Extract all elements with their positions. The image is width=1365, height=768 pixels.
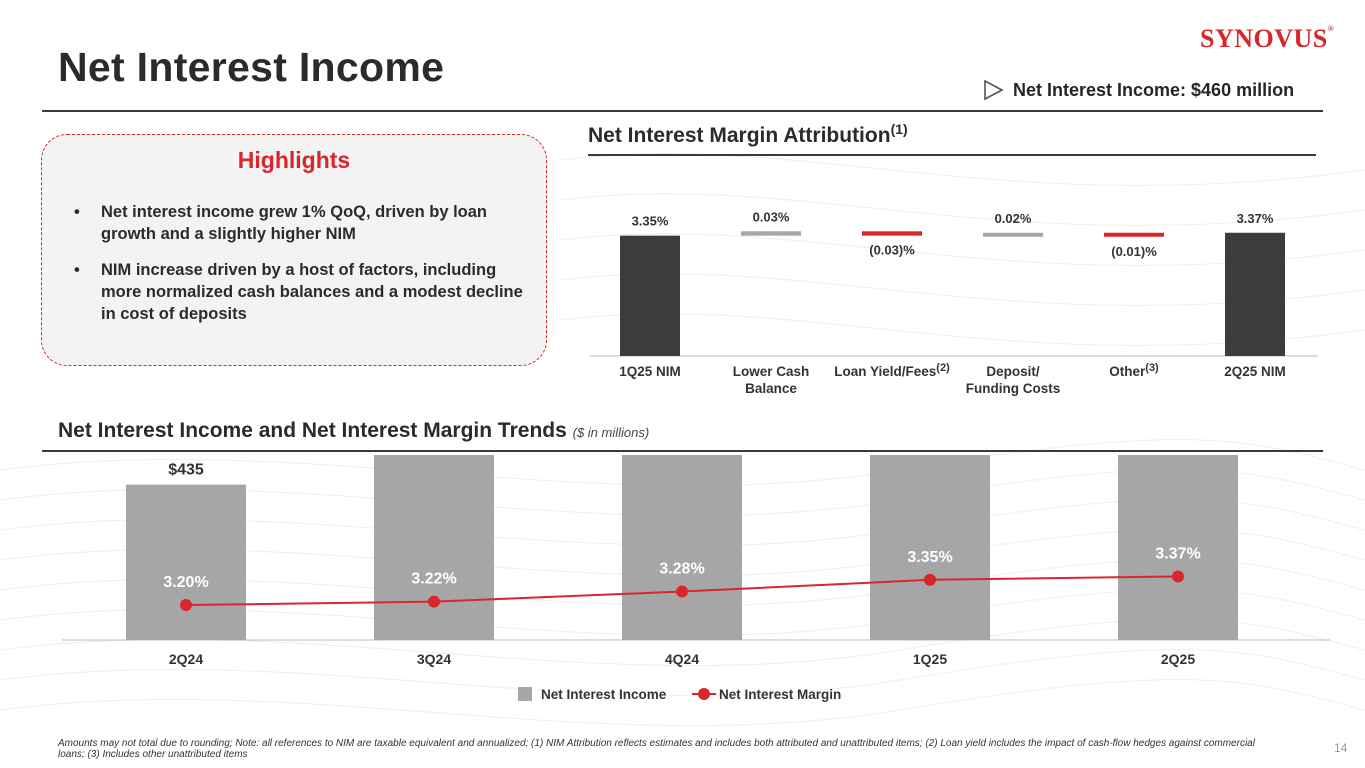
- waterfall-category-label: Funding Costs: [966, 381, 1061, 396]
- highlights-box: Highlights • Net interest income grew 1% …: [41, 134, 547, 366]
- x-tick-label: 1Q25: [913, 651, 947, 667]
- nim-point: [924, 573, 936, 586]
- waterfall-bar: [1225, 232, 1285, 356]
- nii-callout: Net Interest Income: $460 million: [983, 79, 1294, 101]
- nii-bar: [126, 484, 246, 640]
- nii-bar: [622, 455, 742, 640]
- company-logo: SYNOVUS®: [1200, 24, 1335, 53]
- nim-divider: [588, 154, 1316, 156]
- legend-nii-label: Net Interest Income: [541, 687, 667, 702]
- waterfall-bar: [862, 231, 922, 236]
- nim-data-label: 3.22%: [411, 571, 456, 588]
- waterfall-bar: [1104, 232, 1164, 237]
- nim-attribution-chart: 3.35% 1Q25 NIM 0.03% Lower Cash Balance (0.03…: [590, 209, 1318, 396]
- trends-divider: [42, 450, 1323, 452]
- nii-bar: [374, 455, 494, 640]
- nim-point: [180, 599, 192, 611]
- waterfall-data-label: (0.01)%: [1111, 244, 1157, 259]
- waterfall-bar: [620, 235, 680, 356]
- play-triangle-icon: [984, 79, 1004, 101]
- nim-data-label: 3.28%: [659, 561, 704, 578]
- bullet-icon: •: [74, 261, 80, 279]
- nii-bar: [870, 455, 990, 640]
- highlights-list: • Net interest income grew 1% QoQ, driven…: [74, 201, 534, 339]
- trends-title: Net Interest Income and Net Interest Mar…: [58, 419, 650, 442]
- x-tick-label: 2Q25: [1161, 651, 1195, 667]
- waterfall-category-label: Deposit/: [986, 364, 1040, 379]
- waterfall-category-label: Lower Cash: [733, 364, 810, 379]
- nii-bar: [1118, 455, 1238, 640]
- waterfall-category-label: 2Q25 NIM: [1224, 364, 1286, 379]
- waterfall-category-label: 1Q25 NIM: [619, 364, 681, 379]
- waterfall-bar: [741, 231, 801, 236]
- highlight-item: • Net interest income grew 1% QoQ, driven…: [74, 203, 488, 243]
- legend-bar-swatch: [518, 687, 532, 701]
- nim-point: [1172, 570, 1184, 583]
- nim-data-label: 3.20%: [163, 574, 208, 591]
- waterfall-data-label: 3.37%: [1237, 211, 1274, 226]
- waterfall-data-label: 3.35%: [632, 214, 669, 229]
- waterfall-data-label: 0.02%: [995, 211, 1032, 226]
- footnote: Amounts may not total due to rounding; N…: [58, 738, 1255, 760]
- nim-point: [428, 595, 440, 608]
- x-tick-label: 3Q24: [417, 651, 451, 667]
- waterfall-category-label: Loan Yield/Fees(2): [834, 362, 950, 379]
- page-number: 14: [1334, 741, 1348, 755]
- callout-text: Net Interest Income: $460 million: [1013, 79, 1295, 100]
- highlights-title: Highlights: [237, 147, 351, 173]
- nii-data-label: $435: [168, 462, 204, 479]
- page-title: Net Interest Income: [58, 44, 445, 90]
- legend-line-marker: [698, 688, 710, 700]
- legend-nim-label: Net Interest Margin: [719, 687, 841, 702]
- waterfall-bar: [983, 232, 1043, 237]
- nim-attribution-title: Net Interest Margin Attribution(1): [588, 121, 908, 147]
- nii-nim-trend-chart: $4352Q24$4413Q24$4554Q24$4541Q25$4602Q25…: [62, 455, 1330, 702]
- waterfall-data-label: (0.03)%: [869, 243, 915, 258]
- x-tick-label: 4Q24: [665, 651, 699, 667]
- waterfall-category-label: Balance: [745, 381, 797, 396]
- nim-data-label: 3.37%: [1155, 545, 1200, 562]
- highlight-item: • NIM increase driven by a host of factor…: [74, 261, 523, 323]
- waterfall-category-label: Other(3): [1109, 362, 1159, 379]
- bullet-icon: •: [74, 203, 80, 221]
- nim-point: [676, 585, 688, 598]
- x-tick-label: 2Q24: [169, 651, 203, 667]
- title-divider: [42, 110, 1323, 112]
- waterfall-data-label: 0.03%: [753, 209, 790, 224]
- nim-data-label: 3.35%: [907, 549, 952, 566]
